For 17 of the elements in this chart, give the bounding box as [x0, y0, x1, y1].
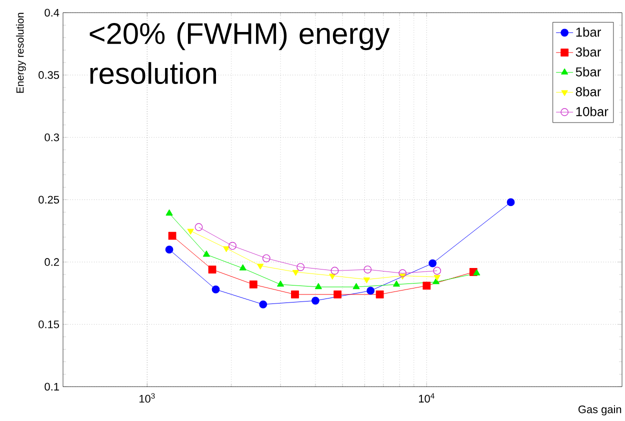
y-tick-label: 0.15 [38, 320, 60, 328]
x-axis-title: Gas gain [578, 405, 622, 416]
y-tick-label: 0.2 [44, 258, 59, 266]
legend-label: 3bar [576, 47, 602, 57]
x-tick-label: 10$^{3}$ [140, 393, 155, 403]
y-tick-label: 0.4 [44, 8, 60, 17]
annotation: <20% (FWHM) energy resolution [90, 22, 390, 84]
y-tick-label: 0.1 [44, 382, 59, 391]
y-tick-label: 0.25 [38, 196, 60, 204]
legend-label: 5bar [576, 66, 602, 76]
y-axis-title: Energy resolution [16, 12, 26, 93]
legend-label: 1bar [576, 27, 602, 37]
legend-label: 10bar [576, 106, 608, 116]
x-tick-label: 10$^{4}$ [419, 393, 434, 403]
legend-label: 8bar [576, 86, 602, 96]
y-tick-label: 0.35 [38, 71, 60, 79]
y-tick-label: 0.3 [44, 134, 60, 142]
